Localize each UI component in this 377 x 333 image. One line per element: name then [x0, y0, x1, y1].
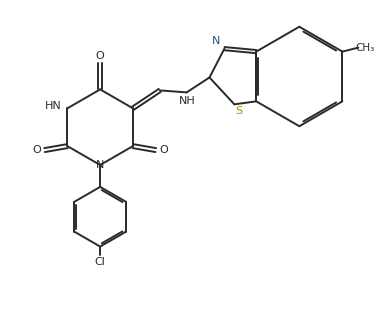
- Text: N: N: [212, 36, 221, 46]
- Text: O: O: [96, 51, 104, 61]
- Text: NH: NH: [179, 96, 196, 106]
- Text: CH₃: CH₃: [356, 43, 375, 53]
- Text: HN: HN: [45, 101, 62, 111]
- Text: O: O: [32, 145, 41, 155]
- Text: O: O: [159, 145, 168, 155]
- Text: S: S: [235, 106, 242, 116]
- Text: N: N: [96, 160, 104, 170]
- Text: Cl: Cl: [95, 257, 106, 267]
